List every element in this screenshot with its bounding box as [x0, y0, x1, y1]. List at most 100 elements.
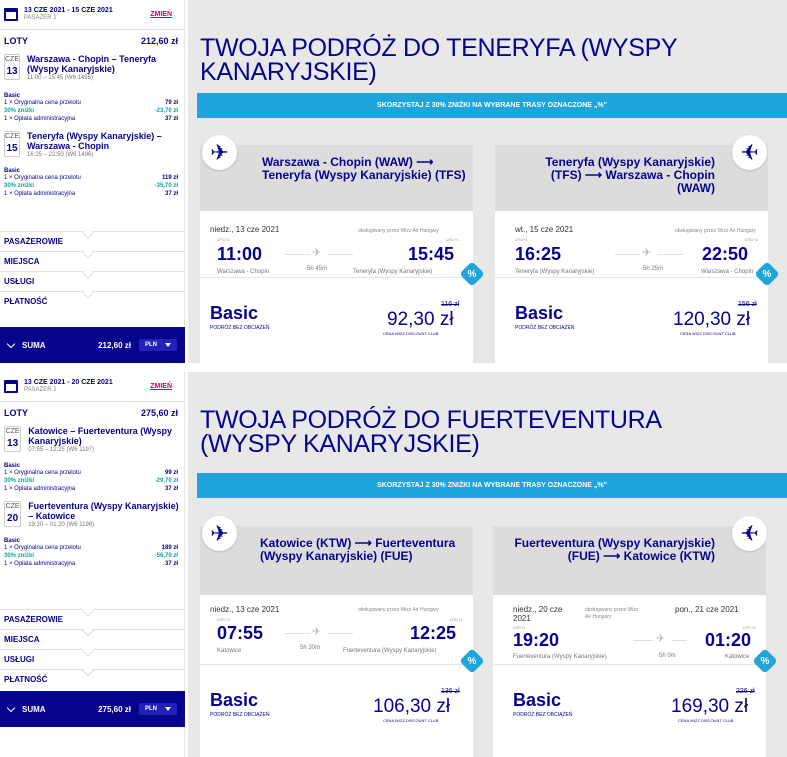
leg-day: 20 [7, 513, 19, 524]
fare-line-value: 37 zł [164, 561, 178, 567]
flight-card-return[interactable]: ✈ Teneryfa (Wyspy Kanaryjskie) (TFS) ⟶ W… [495, 135, 780, 363]
section-services[interactable]: USŁUGI [0, 267, 185, 291]
leg-header: CZE 13 Katowice – Fuerteventura (Wyspy K… [0, 424, 184, 455]
section-payment[interactable]: PŁATNOŚĆ [0, 665, 185, 689]
flights-label: LOTY [4, 408, 28, 418]
percent-glyph: % [762, 268, 772, 280]
departure-date: niedz., 20 cze 2021 [513, 605, 563, 623]
fare-name: Basic [4, 168, 21, 174]
arrival-time: 12:25 [410, 623, 457, 643]
change-link[interactable]: ZMIEŃ [150, 11, 172, 18]
caret-down-icon [165, 343, 171, 347]
price: 92,30 zł [387, 309, 454, 330]
sum-value: 275,60 zł [98, 704, 131, 714]
trip-dates: 13 CZE 2021 - 15 CZE 2021 [24, 7, 113, 14]
operated-by: obsługiwany przez Wizz Air Hungary [675, 228, 756, 234]
fare-subtitle: PODRÓŻ BEZ OBCIĄŻEŃ [210, 325, 270, 331]
fare-box[interactable]: % Basic PODRÓŻ BEZ OBCIĄŻEŃ 116 zł 92,30… [200, 261, 485, 363]
flight-card-return[interactable]: ✈ Fuerteventura (Wyspy Kanaryjskie) (FUE… [493, 516, 778, 757]
sum-bar[interactable]: SUMA 275,60 zł PLN [0, 691, 185, 727]
chevron-down-icon [82, 227, 94, 239]
fare-name: Basic [513, 690, 562, 710]
leg-time: 16:25 – 22:50 (W6 1496) [27, 152, 94, 158]
fare-line-discount: 30% zniżki -56,70 zł [0, 552, 184, 560]
route-line [658, 254, 683, 255]
passenger-label: PASAŻER 1 [24, 15, 57, 21]
section-seats[interactable]: MIEJSCA [0, 625, 185, 649]
plane-icon: ✈ [656, 633, 666, 645]
flight-duration: 5h 25m [643, 266, 664, 272]
fare-line-label: 1 × Opłata administracyjna [4, 486, 76, 492]
fare-line-label: 30% zniżki [4, 183, 35, 189]
flight-card-outbound[interactable]: ✈ Warszawa - Chopin (WAW) ⟶ Teneryfa (Wy… [200, 135, 485, 363]
departure-time: 16:25 [515, 244, 562, 264]
section-passengers[interactable]: PASAŻEROWIE [0, 227, 185, 251]
fare-line: 1 × Opłata administracyjna 37 zł [0, 190, 184, 198]
section-payment[interactable]: PŁATNOŚĆ [0, 287, 185, 311]
booking-sidebar: 13 CZE 2021 - 20 CZE 2021 PASAŻER 1 ZMIE… [0, 372, 185, 757]
fare-line: 1 × Oryginalna cena przelotu 189 zł [0, 544, 184, 552]
leg-header: CZE 20 Fuerteventura (Wyspy Kanaryjskie)… [0, 499, 184, 530]
departure-utc: UTC+1 [513, 625, 526, 630]
section-label: USŁUGI [4, 277, 35, 286]
fare-line-label: 1 × Oryginalna cena przelotu [4, 175, 81, 181]
fare-line-discount: 30% zniżki -23,70 zł [0, 107, 184, 115]
currency-label: PLN [145, 342, 157, 348]
route-line [615, 254, 640, 255]
discount-banner: SKORZYSTAJ Z 30% ZNIŻKI NA WYBRANE TRASY… [197, 93, 787, 118]
fare-line-label: 30% zniżki [4, 553, 35, 559]
main-content: TWOJA PODRÓŻ DO TENERYFA (WYSPY KANARYJS… [188, 0, 787, 363]
flight-card-outbound[interactable]: ✈ Katowice (KTW) ⟶ Fuerteventura (Wyspy … [200, 516, 485, 757]
percent-glyph: % [467, 655, 477, 667]
fare-subtitle: PODRÓŻ BEZ OBCIĄŻEŃ [210, 712, 270, 718]
fare-box[interactable]: % Basic PODRÓŻ BEZ OBCIĄŻEŃ 136 zł 106,3… [200, 648, 485, 757]
fare-box[interactable]: % Basic PODRÓŻ BEZ OBCIĄŻEŃ 226 zł 169,3… [493, 648, 778, 757]
departure-date: wt., 15 cze 2021 [515, 225, 574, 234]
fare-line-value: -56,70 zł [154, 553, 178, 559]
panel-separator [0, 363, 787, 372]
chevron-down-icon [82, 605, 94, 617]
price: 169,30 zł [671, 696, 749, 717]
section-label: MIEJSCA [4, 635, 40, 644]
plane-icon: ✈ [202, 516, 237, 551]
fare-line-value: 189 zł [161, 545, 178, 551]
fare-box[interactable]: % Basic PODRÓŻ BEZ OBCIĄŻEŃ 156 zł 120,3… [495, 261, 780, 363]
leg-route: Fuerteventura (Wyspy Kanaryjskie) – Kato… [28, 501, 179, 521]
currency-select[interactable]: PLN [139, 339, 177, 351]
card-route-header: ✈ Warszawa - Chopin (WAW) ⟶ Teneryfa (Wy… [200, 135, 473, 211]
arrival-utc: UTC+1 [446, 237, 459, 242]
leg-date-badge: CZE 13 [4, 54, 20, 80]
leg-date-badge: CZE 13 [4, 426, 22, 452]
departure-time: 07:55 [217, 623, 264, 643]
departure-airport: Fuerteventura (Wyspy Kanaryjskie) [513, 654, 607, 660]
price: 106,30 zł [373, 696, 451, 717]
arrival-airport: Teneryfa (Wyspy Kanaryjskie) [353, 269, 433, 275]
fare-line-value: 37 zł [164, 116, 178, 122]
chevron-down-icon [6, 703, 16, 712]
chevron-down-icon [6, 339, 16, 348]
trip-header: 13 CZE 2021 - 15 CZE 2021 PASAŻER 1 ZMIE… [0, 0, 184, 30]
sum-bar[interactable]: SUMA 212,60 zł PLN [0, 327, 185, 363]
route-line [328, 633, 353, 634]
booking-sidebar: 13 CZE 2021 - 15 CZE 2021 PASAŻER 1 ZMIE… [0, 0, 185, 363]
leg-date-badge: CZE 15 [4, 131, 20, 157]
departure-airport: Teneryfa (Wyspy Kanaryjskie) [515, 269, 595, 275]
section-label: PASAŻEROWIE [4, 237, 63, 246]
currency-select[interactable]: PLN [139, 703, 177, 715]
price: 120,30 zł [673, 309, 751, 330]
section-label: PŁATNOŚĆ [4, 297, 48, 306]
section-passengers[interactable]: PASAŻEROWIE [0, 605, 185, 629]
section-services[interactable]: USŁUGI [0, 645, 185, 669]
departure-time: 11:00 [217, 244, 263, 264]
card-route: Warszawa - Chopin (WAW) ⟶ Teneryfa (Wysp… [262, 155, 466, 182]
route-line [328, 254, 353, 255]
card-route: Teneryfa (Wyspy Kanaryjskie) (TFS) ⟶ War… [545, 155, 715, 195]
section-label: PŁATNOŚĆ [4, 675, 48, 684]
leg-header: CZE 13 Warszawa - Chopin – Teneryfa (Wys… [0, 52, 184, 83]
trip-panel-teneryfa: 13 CZE 2021 - 15 CZE 2021 PASAŻER 1 ZMIE… [0, 0, 787, 363]
operated-by: obsługiwany przez Wizz Air Hungary [358, 607, 439, 613]
section-seats[interactable]: MIEJSCA [0, 247, 185, 271]
arrival-date: pon., 21 cze 2021 [675, 605, 739, 614]
leg-summary: CZE 13 Katowice – Fuerteventura (Wyspy K… [0, 424, 184, 493]
change-link[interactable]: ZMIEŃ [150, 383, 172, 390]
